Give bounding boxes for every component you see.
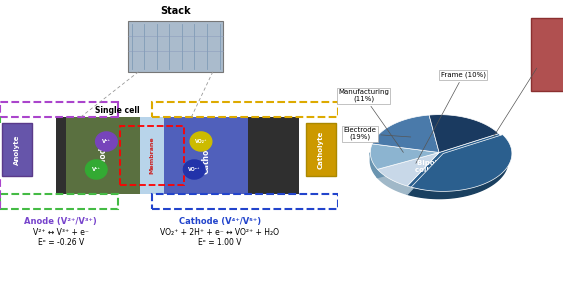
- Text: VO₂⁺: VO₂⁺: [195, 139, 207, 144]
- Polygon shape: [411, 135, 512, 191]
- Polygon shape: [407, 152, 439, 194]
- Text: Catholyte: Catholyte: [318, 130, 324, 169]
- Polygon shape: [407, 152, 508, 199]
- Polygon shape: [378, 152, 439, 186]
- Polygon shape: [407, 152, 439, 194]
- Text: Cathode: Cathode: [202, 138, 211, 173]
- Polygon shape: [378, 169, 407, 194]
- Circle shape: [184, 160, 205, 179]
- Text: Eᵒ = -0.26 V: Eᵒ = -0.26 V: [38, 238, 84, 247]
- Polygon shape: [407, 134, 508, 190]
- Circle shape: [86, 160, 107, 179]
- Text: Cathode (V⁴⁺/V⁵⁺): Cathode (V⁴⁺/V⁵⁺): [178, 217, 261, 226]
- Text: Eᵒ = 1.00 V: Eᵒ = 1.00 V: [198, 238, 242, 247]
- Polygon shape: [378, 152, 439, 178]
- Text: VO²⁺: VO²⁺: [188, 167, 200, 172]
- FancyBboxPatch shape: [56, 117, 299, 194]
- Text: Bipolar current
collectors (19%): Bipolar current collectors (19%): [415, 160, 480, 173]
- Text: Membrane: Membrane: [150, 137, 154, 174]
- FancyBboxPatch shape: [164, 117, 248, 194]
- Polygon shape: [370, 144, 439, 169]
- Text: VO₂⁺ + 2H⁺ + e⁻ ↔ VO²⁺ + H₂O: VO₂⁺ + 2H⁺ + e⁻ ↔ VO²⁺ + H₂O: [160, 228, 279, 237]
- Text: Anode: Anode: [99, 142, 108, 169]
- Text: V²⁺: V²⁺: [102, 139, 111, 144]
- Text: Stack: Stack: [160, 7, 191, 16]
- FancyBboxPatch shape: [248, 117, 299, 194]
- Circle shape: [190, 132, 212, 151]
- Text: Single cell: Single cell: [95, 106, 139, 115]
- Text: Anolyte: Anolyte: [14, 134, 20, 165]
- FancyBboxPatch shape: [128, 21, 223, 72]
- FancyBboxPatch shape: [306, 123, 336, 176]
- FancyBboxPatch shape: [531, 18, 563, 91]
- Polygon shape: [378, 152, 439, 178]
- Text: Manufacturing
(11%): Manufacturing (11%): [338, 89, 403, 152]
- Text: V³⁺: V³⁺: [92, 167, 101, 172]
- Text: Electrode
(19%): Electrode (19%): [343, 127, 411, 140]
- FancyBboxPatch shape: [140, 117, 164, 194]
- Text: Frame (10%): Frame (10%): [416, 72, 486, 163]
- FancyBboxPatch shape: [66, 117, 140, 194]
- Text: Anode (V²⁺/V³⁺): Anode (V²⁺/V³⁺): [24, 217, 97, 226]
- Text: V²⁺ ↔ V³⁺ + e⁻: V²⁺ ↔ V³⁺ + e⁻: [33, 228, 89, 237]
- Polygon shape: [429, 115, 499, 152]
- Circle shape: [96, 132, 117, 151]
- FancyBboxPatch shape: [2, 123, 32, 176]
- Polygon shape: [372, 115, 439, 152]
- Polygon shape: [370, 152, 378, 178]
